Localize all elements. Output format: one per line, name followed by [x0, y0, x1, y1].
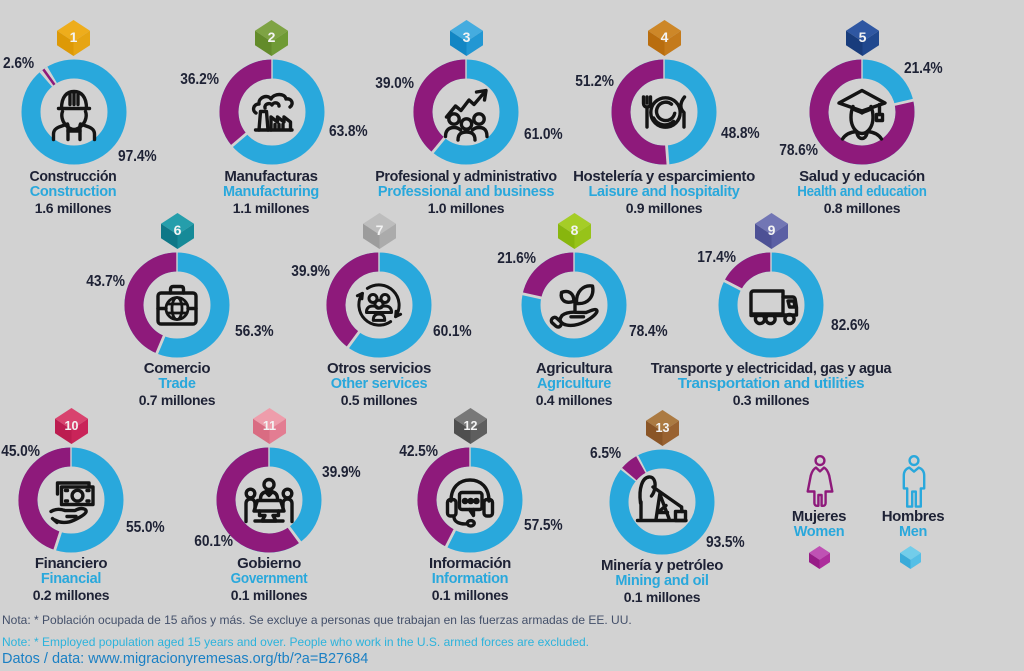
svg-text:3: 3: [462, 29, 470, 45]
svg-text:10: 10: [64, 419, 78, 433]
svg-text:8: 8: [570, 222, 578, 238]
svg-text:6: 6: [173, 222, 181, 238]
svg-text:7: 7: [375, 222, 383, 238]
svg-text:2: 2: [268, 29, 276, 45]
svg-text:9: 9: [767, 222, 775, 238]
svg-text:12: 12: [463, 419, 477, 433]
svg-text:4: 4: [660, 29, 668, 45]
svg-text:11: 11: [262, 419, 275, 433]
svg-text:13: 13: [655, 421, 669, 435]
svg-text:1: 1: [70, 29, 78, 45]
svg-text:5: 5: [858, 29, 866, 45]
